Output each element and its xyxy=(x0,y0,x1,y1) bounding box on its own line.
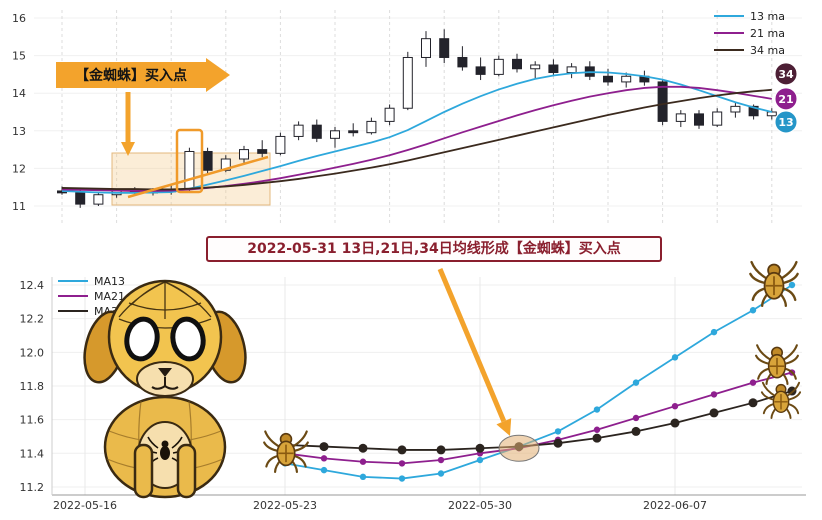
dog-nose xyxy=(158,368,172,377)
candles xyxy=(57,29,777,208)
mask-eye xyxy=(124,316,160,362)
dog-mascot-image xyxy=(83,279,247,499)
svg-text:2022-05-30: 2022-05-30 xyxy=(448,499,512,512)
svg-text:11.6: 11.6 xyxy=(20,414,45,427)
svg-text:11: 11 xyxy=(12,200,26,213)
svg-text:2022-05-23: 2022-05-23 xyxy=(253,499,317,512)
svg-text:21 ma: 21 ma xyxy=(750,27,785,40)
svg-text:14: 14 xyxy=(12,87,26,100)
buy-point-annotation: 2022-05-31 13日,21日,34日均线形成【金蜘蛛】买入点 xyxy=(206,236,662,262)
legend: 13 ma 21 ma 34 ma xyxy=(714,10,785,57)
gridlines: 16 15 14 13 12 11 xyxy=(12,10,802,226)
svg-text:【金蜘蛛】买入点: 【金蜘蛛】买入点 xyxy=(75,67,187,84)
svg-text:12.2: 12.2 xyxy=(20,313,45,326)
svg-text:12.0: 12.0 xyxy=(20,346,45,359)
svg-text:11.4: 11.4 xyxy=(20,447,45,460)
spider-icon xyxy=(755,344,799,385)
line-end-badges: 34 21 13 xyxy=(774,62,798,134)
svg-text:MA21: MA21 xyxy=(94,290,125,303)
annotation-arrow xyxy=(437,268,512,436)
svg-text:12.4: 12.4 xyxy=(20,279,45,292)
svg-text:34: 34 xyxy=(778,68,794,81)
svg-text:11.2: 11.2 xyxy=(20,481,45,494)
svg-text:2022-05-16: 2022-05-16 xyxy=(53,499,117,512)
svg-text:2022-06-07: 2022-06-07 xyxy=(643,499,707,512)
crossing-highlight xyxy=(498,434,540,462)
svg-text:13: 13 xyxy=(12,125,26,138)
svg-text:12: 12 xyxy=(12,162,26,175)
svg-text:13: 13 xyxy=(778,116,793,129)
svg-text:13 ma: 13 ma xyxy=(750,10,785,23)
svg-text:21: 21 xyxy=(778,93,793,106)
mask-eye xyxy=(170,316,206,362)
golden-spider-annotation: 【金蜘蛛】买入点 xyxy=(56,58,269,199)
ma-lines xyxy=(61,71,773,194)
mask-web-lines xyxy=(118,281,212,329)
ma-line-chart: 12.4 12.2 12.0 11.8 11.6 11.4 11.2 2022-05-16 20… xyxy=(20,260,806,512)
svg-text:34 ma: 34 ma xyxy=(750,44,785,57)
svg-text:MA13: MA13 xyxy=(94,275,125,288)
svg-text:11.8: 11.8 xyxy=(20,380,45,393)
svg-text:15: 15 xyxy=(12,50,26,63)
svg-text:16: 16 xyxy=(12,12,26,25)
